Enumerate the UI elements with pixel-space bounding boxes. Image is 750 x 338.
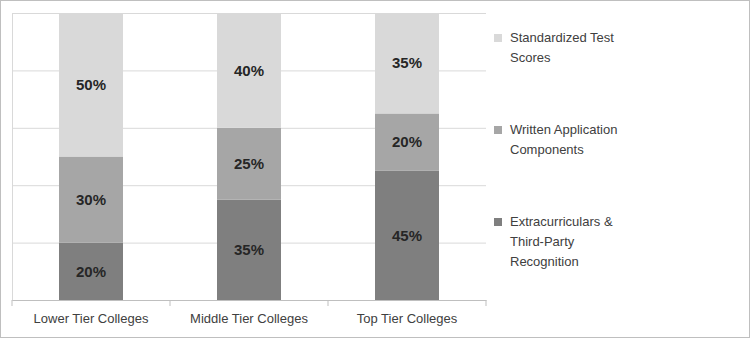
bar-segment [375,113,439,170]
legend-label: Written ApplicationComponents [510,122,617,157]
legend-item: Written ApplicationComponents [494,122,617,157]
legend-swatch [494,34,502,42]
x-tick-label: Top Tier Colleges [357,311,458,326]
grid-line [12,300,486,301]
y-tick [12,300,486,301]
chart-border [1,1,750,338]
data-labels: 20% 35% 45% 30% 25% 20% 50% 40% 35% [76,54,422,279]
bar-segment [59,13,123,157]
x-tick: Lower Tier Colleges [34,311,149,326]
data-label: 20% [76,263,106,280]
y-axis-line [13,14,487,301]
bars [59,13,439,300]
x-axis-line [13,300,487,301]
legend-item: Standardized TestScores [494,30,614,65]
data-label: 45% [392,227,422,244]
data-label: 20% [392,133,422,150]
bar-segment [217,13,281,128]
x-tick-label: Lower Tier Colleges [34,311,149,326]
category-separator [170,300,171,306]
category-separator [486,300,487,306]
legend: Standardized TestScores Written Applicati… [494,30,617,269]
category-separator [12,300,13,306]
bar-segment [375,13,439,113]
data-label: 40% [234,62,264,79]
y-axis [12,14,486,301]
data-label: 35% [392,54,422,71]
legend-swatch [494,218,502,226]
legend-label: Standardized TestScores [510,30,614,65]
x-tick-label: Middle Tier Colleges [190,311,308,326]
bar-segment [59,157,123,243]
bar-segment [59,243,123,300]
bar-segment [375,171,439,300]
x-tick: Middle Tier Colleges [190,311,308,326]
data-label: 50% [76,76,106,93]
bar-segment [217,128,281,200]
x-axis: Lower Tier Colleges Middle Tier Colleges T… [13,301,487,327]
data-label: 30% [76,191,106,208]
legend-item: Extracurriculars &Third-PartyRecognition [494,214,613,269]
legend-label: Extracurriculars &Third-PartyRecognition [510,214,613,269]
category-separator [328,300,329,306]
data-label: 35% [234,241,264,258]
x-tick: Top Tier Colleges [357,311,458,326]
bar-segment [217,200,281,300]
legend-swatch [494,126,502,134]
chart-svg: Lower Tier Colleges Middle Tier Colleges T… [0,0,750,338]
data-label: 25% [234,155,264,172]
chart-container: Lower Tier Colleges Middle Tier Colleges T… [0,0,750,338]
